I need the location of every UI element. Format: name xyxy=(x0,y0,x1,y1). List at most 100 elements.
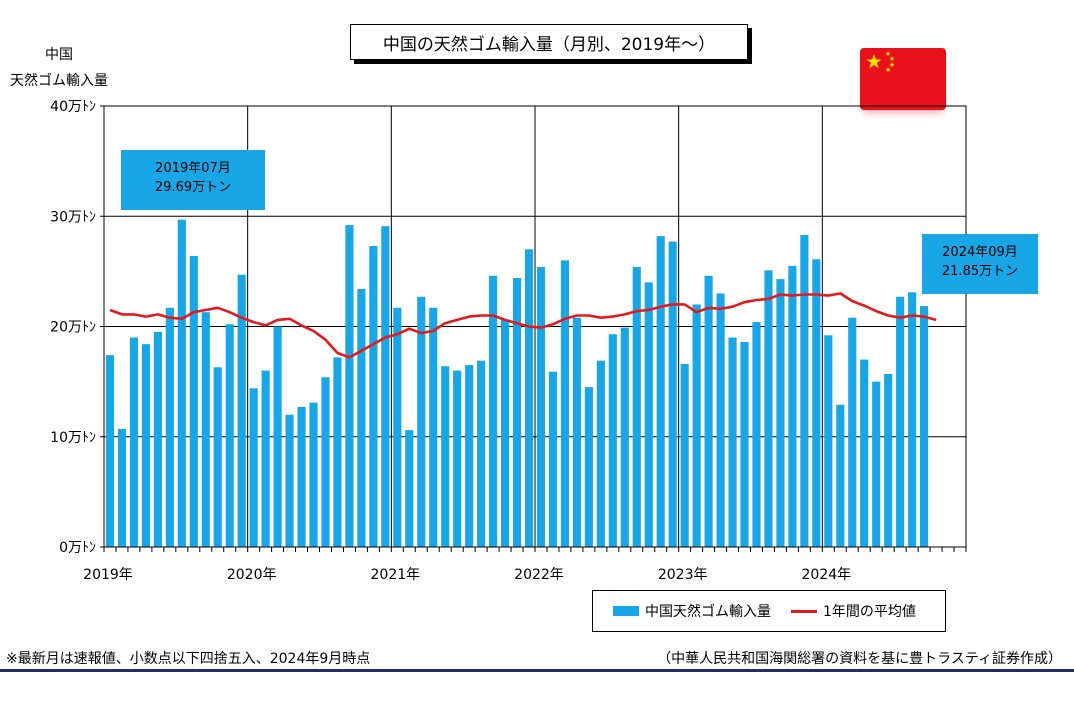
bar xyxy=(429,307,438,547)
bar xyxy=(920,306,929,547)
bar xyxy=(249,388,258,547)
annotation-2019-07: 2019年07月 29.69万トン xyxy=(121,150,265,210)
bar xyxy=(800,234,809,547)
bar xyxy=(309,402,318,547)
x-tick-label: 2024年 xyxy=(802,567,852,583)
bar xyxy=(728,337,737,547)
bar xyxy=(848,317,857,547)
bar xyxy=(908,292,917,547)
y-axis-label-line1: 中国 xyxy=(45,47,73,63)
bar xyxy=(129,337,139,547)
bar xyxy=(884,373,893,547)
x-tick-label: 2020年 xyxy=(227,567,277,583)
annotation-value: 21.85万トン xyxy=(941,264,1019,279)
annotation-value: 29.69万トン xyxy=(154,180,232,195)
bar xyxy=(105,355,115,547)
bar xyxy=(620,327,629,547)
bar xyxy=(141,344,150,547)
annotation-2024-09: 2024年09月 21.85万トン xyxy=(922,234,1038,294)
bar xyxy=(237,274,246,547)
bar xyxy=(752,322,761,547)
bar xyxy=(512,277,522,547)
y-tick-label: 20万ﾄﾝ xyxy=(50,320,96,336)
bar xyxy=(165,307,174,547)
bar xyxy=(644,282,653,547)
bar xyxy=(584,387,593,547)
bar xyxy=(860,359,869,547)
legend: 中国天然ゴム輸入量 1年間の平均値 xyxy=(592,590,946,632)
footnote-right: （中華人民共和国海関総署の資料を基に豊トラスティ証券作成） xyxy=(657,651,1062,667)
legend-label: 1年間の平均値 xyxy=(823,604,916,620)
bar xyxy=(297,406,306,547)
bar xyxy=(776,279,785,547)
flag-small-star xyxy=(885,67,891,72)
y-tick-label: 10万ﾄﾝ xyxy=(50,430,96,446)
x-tick-label: 2019年 xyxy=(83,567,133,583)
bar xyxy=(608,334,617,547)
bar xyxy=(357,289,366,547)
bar xyxy=(716,293,725,547)
bar xyxy=(261,370,270,547)
bar xyxy=(788,265,797,547)
bar xyxy=(500,319,510,547)
bar xyxy=(333,357,342,547)
y-tick-label: 40万ﾄﾝ xyxy=(50,99,96,115)
chart-title: 中国の天然ゴム輸入量（月別、2019年～） xyxy=(350,24,748,60)
bar xyxy=(764,270,773,547)
bar xyxy=(680,363,689,547)
bar xyxy=(381,226,390,548)
bar xyxy=(273,326,282,547)
legend-item-line: 1年間の平均値 xyxy=(791,601,916,621)
bar xyxy=(345,225,354,547)
bar xyxy=(536,266,546,547)
bar xyxy=(453,370,462,547)
bottom-rule xyxy=(0,669,1074,672)
bar xyxy=(417,296,426,547)
bar xyxy=(704,275,713,547)
annotation-date: 2019年07月 xyxy=(155,161,231,176)
bar xyxy=(656,236,665,547)
flag-small-star xyxy=(889,62,895,67)
chart-plot: 0万ﾄﾝ 10万ﾄﾝ 20万ﾄﾝ 30万ﾄﾝ 40万ﾄﾝ 2019年 2020年 2021年 2… xyxy=(50,99,967,583)
bar xyxy=(153,332,162,547)
y-axis-label-line2: 天然ゴム輸入量 xyxy=(10,73,108,89)
bar xyxy=(285,414,294,547)
bar xyxy=(225,324,234,547)
x-tick-label: 2022年 xyxy=(514,567,564,583)
y-tick-label: 0万ﾄﾝ xyxy=(59,540,96,556)
flag-small-star xyxy=(889,56,895,61)
y-tick-label: 30万ﾄﾝ xyxy=(50,209,96,225)
bar xyxy=(189,255,198,547)
bar xyxy=(872,381,881,547)
flag-large-star xyxy=(866,54,882,69)
china-flag-icon xyxy=(860,48,946,110)
footnote-left: ※最新月は速報値、小数点以下四捨五入、2024年9月時点 xyxy=(6,651,371,667)
bar xyxy=(524,249,534,547)
bar xyxy=(117,429,127,547)
bar xyxy=(560,260,570,547)
legend-swatch-bar xyxy=(613,606,639,616)
bar xyxy=(393,307,402,547)
bar xyxy=(465,365,474,547)
bar xyxy=(321,377,330,547)
legend-label: 中国天然ゴム輸入量 xyxy=(645,604,771,620)
bar xyxy=(489,275,498,547)
flag-small-star xyxy=(885,51,891,56)
bar xyxy=(836,404,845,547)
bar xyxy=(824,335,833,547)
legend-item-bar: 中国天然ゴム輸入量 xyxy=(613,601,771,621)
x-tick-label: 2023年 xyxy=(658,567,708,583)
bar xyxy=(369,246,378,547)
bar xyxy=(572,317,581,547)
bar xyxy=(548,371,558,547)
bar xyxy=(477,360,486,547)
bar xyxy=(740,341,749,547)
annotation-date: 2024年09月 xyxy=(942,245,1018,260)
bar xyxy=(896,296,905,547)
bar xyxy=(692,304,701,547)
bar xyxy=(441,366,450,547)
x-tick-label: 2021年 xyxy=(371,567,421,583)
bar xyxy=(812,259,821,547)
bar xyxy=(213,367,222,547)
bar xyxy=(177,219,186,547)
